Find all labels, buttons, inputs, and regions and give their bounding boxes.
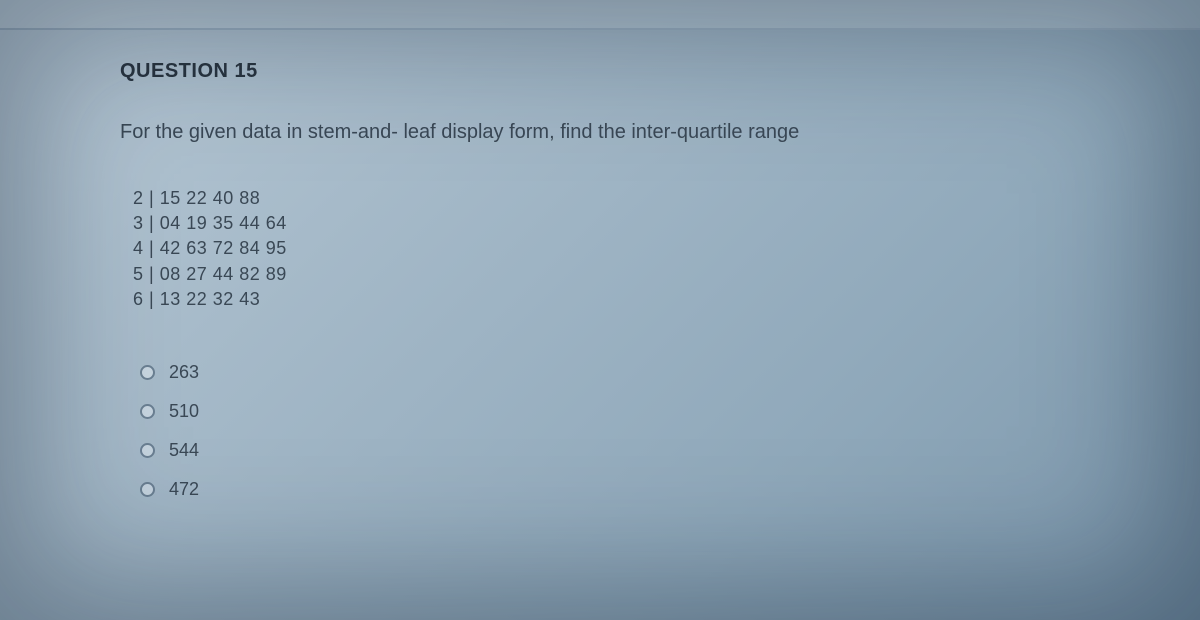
option-row[interactable]: 263 bbox=[140, 362, 1090, 383]
stem-value: 6 bbox=[125, 287, 143, 312]
top-divider-bar bbox=[0, 0, 1200, 30]
answer-options: 263 510 544 472 bbox=[140, 362, 1090, 500]
leaf-values: 08 27 44 82 89 bbox=[160, 262, 287, 287]
radio-button[interactable] bbox=[140, 482, 155, 497]
question-content: QUESTION 15 For the given data in stem-a… bbox=[0, 30, 1200, 538]
option-label: 510 bbox=[169, 401, 199, 422]
question-prompt: For the given data in stem-and- leaf dis… bbox=[120, 118, 1090, 146]
stem-leaf-row: 5 | 08 27 44 82 89 bbox=[125, 262, 1090, 287]
stem-leaf-divider: | bbox=[149, 236, 154, 261]
stem-leaf-divider: | bbox=[149, 211, 154, 236]
leaf-values: 15 22 40 88 bbox=[160, 186, 261, 211]
stem-value: 2 bbox=[125, 186, 143, 211]
option-row[interactable]: 544 bbox=[140, 440, 1090, 461]
stem-value: 4 bbox=[125, 236, 143, 261]
stem-leaf-display: 2 | 15 22 40 88 3 | 04 19 35 44 64 4 | 4… bbox=[125, 186, 1090, 312]
leaf-values: 04 19 35 44 64 bbox=[160, 211, 287, 236]
option-row[interactable]: 510 bbox=[140, 401, 1090, 422]
stem-value: 3 bbox=[125, 211, 143, 236]
option-label: 472 bbox=[169, 479, 199, 500]
radio-button[interactable] bbox=[140, 404, 155, 419]
stem-leaf-row: 2 | 15 22 40 88 bbox=[125, 186, 1090, 211]
stem-leaf-divider: | bbox=[149, 262, 154, 287]
stem-leaf-row: 6 | 13 22 32 43 bbox=[125, 287, 1090, 312]
stem-value: 5 bbox=[125, 262, 143, 287]
question-title: QUESTION 15 bbox=[120, 60, 1090, 83]
leaf-values: 13 22 32 43 bbox=[160, 287, 261, 312]
leaf-values: 42 63 72 84 95 bbox=[160, 236, 287, 261]
stem-leaf-divider: | bbox=[149, 287, 154, 312]
stem-leaf-row: 3 | 04 19 35 44 64 bbox=[125, 211, 1090, 236]
option-row[interactable]: 472 bbox=[140, 479, 1090, 500]
radio-button[interactable] bbox=[140, 365, 155, 380]
stem-leaf-row: 4 | 42 63 72 84 95 bbox=[125, 236, 1090, 261]
option-label: 544 bbox=[169, 440, 199, 461]
option-label: 263 bbox=[169, 362, 199, 383]
radio-button[interactable] bbox=[140, 443, 155, 458]
stem-leaf-divider: | bbox=[149, 186, 154, 211]
